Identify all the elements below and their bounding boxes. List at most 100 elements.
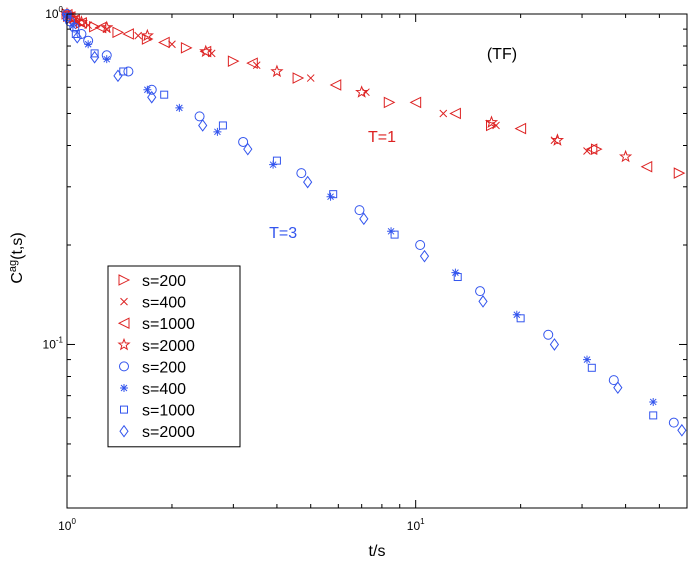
legend-label: s=400 bbox=[142, 295, 186, 312]
data-point bbox=[390, 230, 399, 239]
axis-ticks: 100 101 10-1 100 bbox=[43, 5, 688, 533]
data-point bbox=[359, 212, 369, 226]
legend-entry: s=2000 bbox=[117, 337, 195, 355]
data-point bbox=[354, 205, 365, 216]
data-point bbox=[113, 69, 123, 83]
legend-label: s=200 bbox=[142, 359, 186, 376]
data-point bbox=[75, 17, 87, 29]
data-point bbox=[516, 314, 525, 323]
data-point bbox=[583, 355, 592, 364]
data-point bbox=[415, 239, 426, 250]
data-point bbox=[419, 249, 430, 263]
data-point bbox=[140, 28, 154, 42]
data-point bbox=[475, 286, 486, 297]
legend-label: s=200 bbox=[142, 273, 186, 290]
data-point bbox=[94, 21, 107, 34]
data-point bbox=[90, 49, 99, 58]
data-point bbox=[514, 122, 527, 135]
data-point bbox=[243, 142, 253, 156]
data-point bbox=[649, 397, 658, 406]
legend-marker bbox=[120, 405, 128, 414]
data-point bbox=[89, 50, 100, 64]
legend-marker bbox=[117, 317, 130, 330]
data-point bbox=[69, 22, 80, 33]
annotations: (TF) T=1 T=3 bbox=[269, 46, 517, 242]
data-point bbox=[486, 119, 498, 132]
data-point bbox=[112, 26, 125, 39]
data-point bbox=[180, 42, 193, 54]
data-point bbox=[122, 28, 134, 40]
data-point bbox=[84, 40, 93, 49]
data-point bbox=[296, 168, 307, 179]
annotation-label: T=1 bbox=[368, 129, 396, 146]
data-point bbox=[550, 133, 565, 146]
annotation-label: T=3 bbox=[269, 225, 297, 242]
y-axis-label-sup: ag bbox=[7, 260, 19, 272]
data-point bbox=[303, 175, 313, 189]
data-point bbox=[175, 103, 184, 112]
legend: s=200 s=400 s=1000 s=2000 s=200 s=400 s=1000 s=… bbox=[107, 265, 241, 448]
legend-marker bbox=[119, 361, 129, 372]
data-point bbox=[74, 15, 89, 28]
data-point bbox=[123, 66, 134, 77]
y-axis-label: Cag(t,s) bbox=[7, 232, 26, 283]
data-point bbox=[640, 160, 653, 173]
data-point bbox=[238, 136, 249, 147]
legend-entry: s=1000 bbox=[120, 403, 195, 420]
legend-marker bbox=[119, 424, 129, 438]
data-point bbox=[194, 111, 205, 122]
legend-label: s=2000 bbox=[142, 424, 195, 441]
legend-box bbox=[107, 265, 241, 448]
data-point bbox=[449, 107, 461, 120]
data-point bbox=[147, 90, 157, 104]
data-point bbox=[549, 338, 560, 351]
data-point bbox=[134, 31, 143, 40]
legend-entry: s=200 bbox=[118, 273, 186, 290]
data-point bbox=[141, 33, 154, 45]
data-point bbox=[218, 121, 227, 130]
data-point bbox=[383, 96, 396, 109]
data-point bbox=[677, 423, 687, 437]
data-point bbox=[329, 79, 342, 91]
legend-entry: s=400 bbox=[120, 295, 186, 312]
data-point bbox=[160, 90, 169, 99]
plot-frame bbox=[66, 13, 688, 509]
data-point bbox=[306, 74, 315, 82]
data-point bbox=[269, 160, 278, 169]
data-point bbox=[198, 119, 208, 132]
data-point bbox=[227, 55, 240, 67]
legend-label: s=1000 bbox=[142, 316, 195, 333]
legend-entry: s=400 bbox=[120, 381, 186, 398]
data-point bbox=[119, 67, 128, 76]
data-point bbox=[246, 57, 258, 69]
legend-marker bbox=[117, 337, 131, 351]
data-point bbox=[102, 55, 111, 64]
data-point bbox=[439, 109, 448, 118]
data-point bbox=[587, 363, 596, 372]
data-point bbox=[478, 295, 488, 308]
data-point bbox=[326, 192, 335, 201]
data-point bbox=[453, 273, 462, 282]
y-tick-label: 100 bbox=[45, 5, 63, 21]
data-point bbox=[583, 147, 591, 155]
data-point bbox=[100, 20, 114, 34]
legend-marker bbox=[118, 274, 131, 286]
data-point bbox=[329, 190, 338, 199]
legend-entry: s=1000 bbox=[117, 316, 195, 333]
data-point bbox=[143, 85, 152, 94]
data-point bbox=[270, 64, 284, 78]
x-tick-label: 101 bbox=[407, 517, 425, 533]
series-8-diamond bbox=[62, 12, 687, 437]
data-point bbox=[608, 375, 619, 386]
data-point bbox=[585, 143, 598, 155]
data-point bbox=[76, 28, 87, 39]
data-point bbox=[72, 30, 82, 44]
data-point bbox=[213, 127, 222, 136]
legend-marker bbox=[120, 297, 128, 306]
data-point bbox=[543, 329, 554, 340]
series-7-square bbox=[63, 12, 658, 420]
data-point bbox=[68, 21, 77, 30]
y-tick-label: 10-1 bbox=[43, 335, 64, 351]
